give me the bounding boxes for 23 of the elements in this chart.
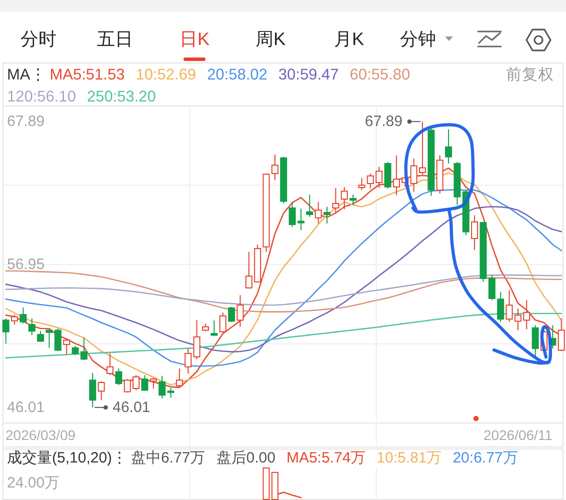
subtitle: 前复权 [506,66,554,84]
legend-item: 60:55.80 [350,66,410,84]
annotation: 46.01 [112,398,150,416]
y-tick-label: 46.01 [7,398,45,416]
annotation: 盘后0.00 [216,450,276,466]
y-tick-label: 67.89 [7,113,45,130]
y-axis-label: 24.00万 [7,474,60,492]
legend-title: MA⋮ [7,66,46,84]
legend-item: 20:6.77万 [452,450,518,466]
legend-item: 20:58.02 [207,66,268,84]
legend-item: MA5:5.74万 [286,450,366,466]
x-tick-label: 2026/03/09 [6,427,76,443]
y-tick-label: 56.95 [7,256,45,273]
x-tick-label: 2026/06/11 [483,427,552,443]
legend-item: 30:59.47 [278,66,339,84]
legend-item: MA5:51.53 [50,66,125,84]
legend-item: 250:53.20 [86,88,156,106]
legend-item: 10:52.69 [136,66,196,84]
legend-item: 120:56.10 [7,88,76,106]
legend-item: 10:5.81万 [376,450,442,466]
annotation: 盘中6.77万 [131,450,206,466]
title: 成交量(5,10,20)⋮ [7,450,128,466]
annotation: 67.89 [364,113,402,130]
